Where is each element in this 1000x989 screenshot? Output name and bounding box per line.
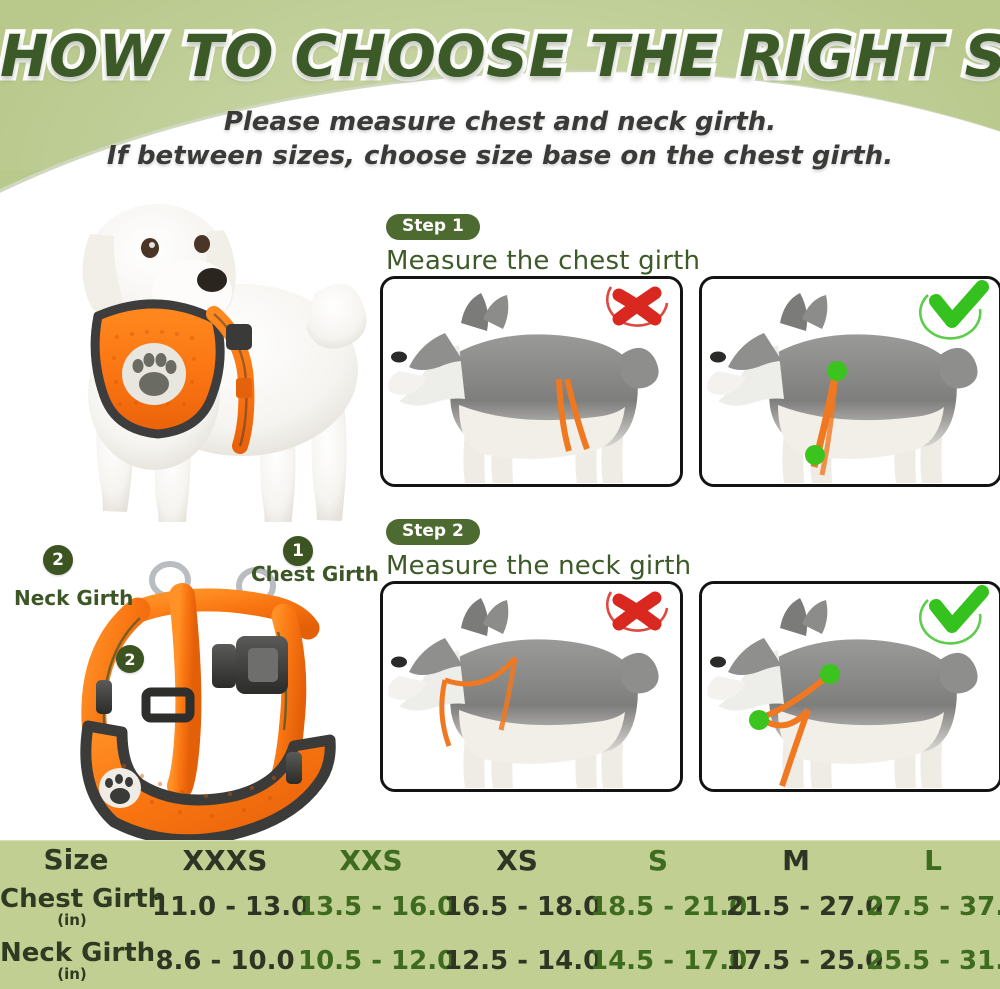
size-chart-table: Size XXXS XXS XS S M L Chest Girth (in) … <box>0 840 1000 989</box>
neck-cell-0: 8.6 - 10.0 <box>155 946 295 976</box>
size-cell-2: XS <box>496 843 538 877</box>
harness-product-photo <box>40 540 385 846</box>
neck-cell-2: 12.5 - 14.0 <box>444 946 602 976</box>
chest-cell-3: 18.5 - 21.0 <box>590 892 748 922</box>
page-title: HOW TO CHOOSE THE RIGHT SIZE <box>0 18 1000 95</box>
row-label-neck-girth-text: Neck Girth <box>0 938 156 969</box>
neck-cell-3: 14.5 - 17.0 <box>590 946 748 976</box>
row-label-neck-girth: Neck Girth (in) <box>0 934 156 988</box>
neck-girth-label: Neck Girth <box>14 586 134 610</box>
step-1-panels <box>380 276 1000 487</box>
size-cell-3: S <box>647 843 669 877</box>
check-mark-icon <box>918 280 989 340</box>
subtitle-line-1: Please measure chest and neck girth. <box>223 107 777 137</box>
chest-cell-0: 11.0 - 13.0 <box>152 892 310 922</box>
row-label-chest-girth-text: Chest Girth <box>0 884 167 915</box>
chest-cell-1: 13.5 - 16.0 <box>298 892 456 922</box>
row-label-size: Size <box>43 842 109 876</box>
cross-mark-icon <box>606 591 669 632</box>
size-cell-0: XXXS <box>182 843 268 877</box>
neck-cell-1: 10.5 - 12.0 <box>298 946 456 976</box>
chest-girth-number-badge: 1 <box>283 536 313 566</box>
row-label-chest-girth-unit: (in) <box>57 910 87 929</box>
row-label-neck-girth-unit: (in) <box>57 964 87 983</box>
step-1-wrong-panel <box>380 276 683 487</box>
step-2-correct-panel <box>699 581 1000 792</box>
step-1-heading: Step 1 Measure the chest girth <box>386 214 700 276</box>
measure-point-top <box>820 664 840 684</box>
neck-cell-4: 17.5 - 25.0 <box>726 946 884 976</box>
check-mark-icon <box>918 585 989 645</box>
chest-girth-label: Chest Girth <box>251 562 379 586</box>
dog-wearing-harness-photo <box>42 182 382 531</box>
page-subtitle: Please measure chest and neck girth. If … <box>0 105 1000 173</box>
step-2-heading: Step 2 Measure the neck girth <box>386 519 691 581</box>
step-1-badge: Step 1 <box>386 214 480 240</box>
measure-point-top <box>827 361 847 381</box>
step-2-badge: Step 2 <box>386 519 480 545</box>
table-row-neck-girth: Neck Girth (in) 8.6 - 10.0 10.5 - 12.0 1… <box>0 934 1000 988</box>
step-1-correct-panel <box>699 276 1000 487</box>
measure-point-bottom <box>805 445 825 465</box>
step-1-title: Measure the chest girth <box>386 246 701 276</box>
size-cell-4: M <box>782 843 810 877</box>
chest-cell-5: 27.5 - 37.0 <box>866 892 1000 922</box>
step-2-wrong-panel <box>380 581 683 792</box>
neck-girth-number-badge: 2 <box>43 545 73 575</box>
chest-cell-2: 16.5 - 18.0 <box>444 892 602 922</box>
table-row-chest-girth: Chest Girth (in) 11.0 - 13.0 13.5 - 16.0… <box>0 880 1000 934</box>
row-label-chest-girth: Chest Girth (in) <box>0 880 166 934</box>
chest-cell-4: 21.5 - 27.0 <box>726 892 884 922</box>
measure-point-side <box>749 710 769 730</box>
step-2-title: Measure the neck girth <box>386 551 692 581</box>
cross-mark-icon <box>606 286 669 327</box>
subtitle-line-2: If between sizes, choose size base on th… <box>106 141 894 171</box>
size-cell-1: XXS <box>339 843 403 877</box>
neck-cell-5: 25.5 - 31.0 <box>866 946 1000 976</box>
table-header-row: Size XXXS XXS XS S M L <box>0 840 1000 880</box>
size-cell-5: L <box>924 843 942 877</box>
step-2-panels <box>380 581 1000 792</box>
harness-neck-point-badge: 2 <box>116 645 144 673</box>
